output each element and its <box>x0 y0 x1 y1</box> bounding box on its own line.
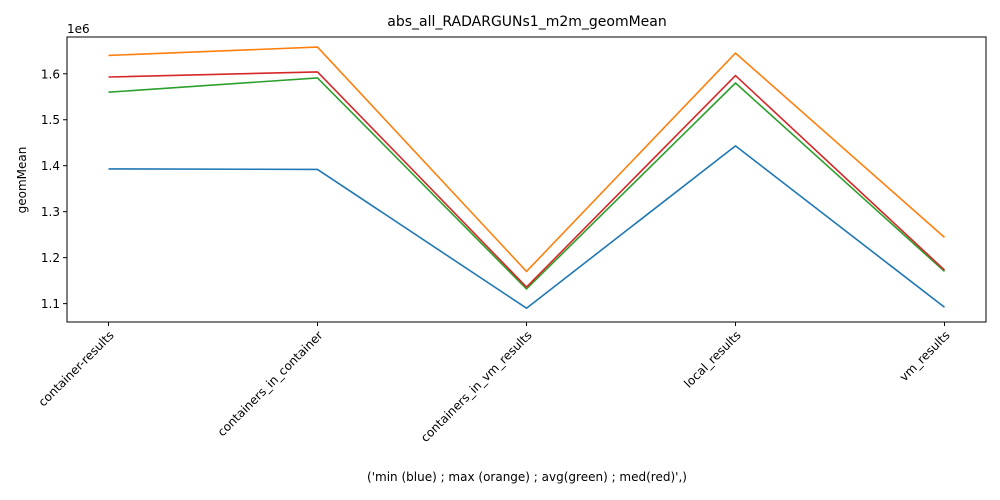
y-offset-label: 1e6 <box>67 22 90 36</box>
y-axis: 1.1 1.2 1.3 1.4 1.5 1.6 <box>41 67 67 311</box>
y-tick-label: 1.2 <box>41 251 60 265</box>
y-tick-label: 1.4 <box>41 159 60 173</box>
x-tick-label: containers_in_container <box>215 328 326 439</box>
x-axis: container-results containers_in_container… <box>36 322 953 445</box>
series-line-3 <box>108 77 946 290</box>
series-line-4 <box>108 71 946 288</box>
x-tick-label: container-results <box>36 328 117 409</box>
x-axis-title: ('min (blue) ; max (orange) ; avg(green)… <box>367 470 687 484</box>
x-tick-label: vm_results <box>897 328 953 384</box>
y-tick-label: 1.3 <box>41 205 60 219</box>
x-tick-label: local_results <box>681 328 743 390</box>
y-tick-label: 1.1 <box>41 297 60 311</box>
series-layer <box>108 46 946 310</box>
chart-title: abs_all_RADARGUNs1_m2m_geomMean <box>387 14 667 30</box>
y-axis-title: geomMean <box>15 147 29 214</box>
y-tick-label: 1.6 <box>41 67 60 81</box>
y-tick-label: 1.5 <box>41 113 60 127</box>
series-line-1 <box>108 145 945 310</box>
series-line-2 <box>108 46 946 273</box>
x-tick-label: containers_in_vm_results <box>418 328 535 445</box>
